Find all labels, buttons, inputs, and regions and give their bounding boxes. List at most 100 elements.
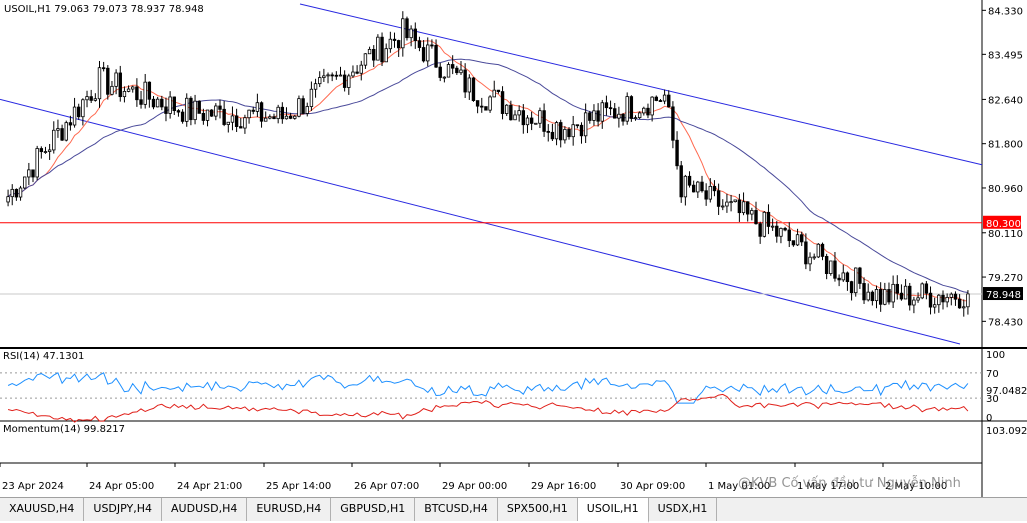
- moving-averages: [7, 39, 968, 302]
- candle-body: [837, 277, 841, 281]
- candle-body: [658, 100, 663, 102]
- candle-body: [131, 86, 135, 90]
- candles: [6, 11, 970, 317]
- candle-body: [941, 294, 945, 303]
- candle-body: [263, 117, 268, 122]
- candle-body: [903, 285, 908, 300]
- candle-body: [247, 109, 251, 119]
- candle-body: [421, 47, 426, 62]
- candle-body: [891, 283, 895, 303]
- candle-body: [762, 211, 767, 237]
- candle-body: [949, 293, 954, 298]
- candle-body: [770, 225, 775, 228]
- candle-body: [251, 109, 255, 112]
- ma-fast-line: [7, 39, 968, 302]
- candle-body: [322, 75, 326, 78]
- candle-body: [550, 131, 555, 140]
- candle-body: [309, 88, 314, 107]
- candle-body: [384, 48, 388, 63]
- time-tick-label: 1 May 01:00: [708, 481, 770, 492]
- candle-body: [779, 227, 783, 237]
- candle-body: [401, 18, 405, 49]
- tab-usoil-h1[interactable]: USOIL,H1: [577, 498, 649, 523]
- rsi-level-label: 100: [986, 350, 1005, 361]
- candle-body: [180, 111, 185, 122]
- candle-body: [671, 106, 675, 141]
- rsi-level-label: 30: [986, 394, 999, 405]
- candle-body: [691, 184, 696, 193]
- candle-body: [438, 66, 442, 78]
- tab-btcusd-h4[interactable]: BTCUSD,H4: [415, 498, 498, 521]
- candle-body: [804, 241, 808, 265]
- tab-audusd-h4[interactable]: AUDUSD,H4: [162, 498, 248, 521]
- candle-body: [77, 106, 81, 118]
- candle-body: [480, 105, 484, 108]
- tab-gbpusd-h1[interactable]: GBPUSD,H1: [331, 498, 416, 521]
- candle-body: [525, 117, 530, 126]
- candle-body: [563, 129, 567, 141]
- candle-body: [355, 71, 359, 74]
- candle-body: [467, 77, 472, 93]
- candle-body: [542, 110, 546, 132]
- candle-body: [862, 283, 866, 301]
- candle-body: [64, 122, 68, 141]
- horizontal-line[interactable]: 80.300 78.948: [0, 215, 1023, 301]
- candle-body: [426, 44, 430, 62]
- candle-body: [637, 112, 642, 119]
- candle-body: [920, 283, 924, 299]
- tab-usdx-h1[interactable]: USDX,H1: [649, 498, 718, 521]
- candle-body: [114, 72, 118, 87]
- candle-body: [820, 243, 825, 257]
- candle-body: [226, 121, 231, 125]
- candle-body: [392, 38, 397, 41]
- candle-body: [176, 110, 181, 113]
- candle-body: [633, 117, 638, 120]
- momentum-line: [7, 393, 969, 423]
- candle-body: [829, 260, 833, 274]
- rsi-label: RSI(14) 47.1301: [3, 351, 84, 362]
- candle-body: [450, 64, 455, 69]
- candle-body: [492, 89, 496, 98]
- candle-body: [679, 165, 683, 198]
- candle-body: [272, 116, 276, 120]
- tab-usdjpy-h4[interactable]: USDJPY,H4: [84, 498, 163, 521]
- candle-body: [642, 107, 646, 114]
- candle-body: [500, 91, 505, 114]
- candle-body: [35, 148, 39, 178]
- tab-spx500-h1[interactable]: SPX500,H1: [498, 498, 578, 521]
- price-axis: 84.330 83.495 82.640 81.800 80.960 80.110 79.2…: [982, 6, 1023, 328]
- candle-body: [683, 175, 688, 198]
- symbol-header: USOIL,H1 79.063 79.073 78.937 78.948: [4, 4, 204, 15]
- candle-body: [870, 291, 875, 302]
- candle-body: [351, 71, 355, 77]
- candle-body: [812, 256, 816, 259]
- candle-body: [396, 40, 401, 49]
- candle-body: [708, 185, 713, 200]
- candle-body: [405, 18, 409, 39]
- candle-body: [571, 124, 575, 138]
- candle-body: [878, 289, 883, 305]
- candle-body: [268, 116, 272, 119]
- candle-body: [72, 106, 77, 126]
- candle-body: [239, 126, 243, 129]
- candle-body: [650, 96, 654, 116]
- tab-eurusd-h4[interactable]: EURUSD,H4: [247, 498, 332, 521]
- candle-body: [243, 117, 247, 129]
- price-panel: [0, 0, 982, 348]
- time-tick-label: 23 Apr 2024: [2, 481, 64, 492]
- candle-body: [280, 106, 285, 120]
- candle-body: [151, 98, 156, 108]
- candle-body: [592, 110, 596, 121]
- candle-body: [733, 199, 737, 203]
- candle-body: [513, 114, 517, 121]
- candle-body: [22, 176, 27, 189]
- candle-body: [288, 115, 293, 119]
- price-chart[interactable]: 84.330 83.495 82.640 81.800 80.960 80.110 79.2…: [0, 0, 1027, 497]
- price-tick-label: 84.330: [988, 6, 1023, 17]
- candle-body: [85, 96, 89, 101]
- candle-body: [230, 115, 235, 123]
- candle-body: [791, 240, 796, 246]
- candle-body: [646, 107, 650, 116]
- candle-body: [554, 122, 559, 140]
- tab-xauusd-h4[interactable]: XAUUSD,H4: [0, 498, 85, 521]
